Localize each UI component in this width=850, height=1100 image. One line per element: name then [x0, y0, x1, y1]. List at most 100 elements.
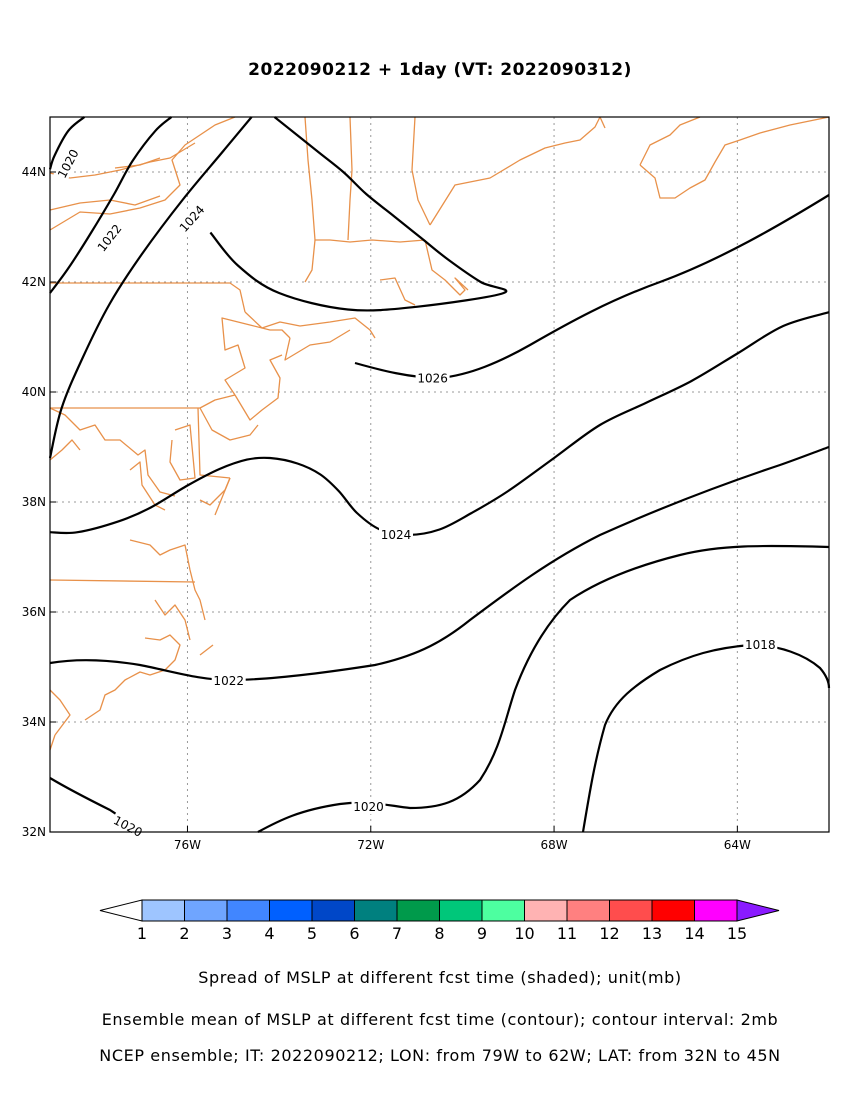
colorbar-label: 14 [684, 924, 704, 943]
contour-label-bg [53, 145, 83, 183]
coastline-segment [234, 354, 283, 421]
contour-1026-east [354, 194, 830, 380]
contour-label-group: 1022 [211, 672, 246, 688]
coastline-segment [304, 116, 426, 243]
colorbar-swatch [651, 899, 695, 922]
colorbar-under-triangle [99, 899, 143, 922]
coastline-segment [379, 277, 416, 306]
coastline-segment [50, 394, 236, 409]
colorbar-swatch [141, 899, 185, 922]
colorbar-label: 8 [434, 924, 444, 943]
contour-1022 [49, 116, 173, 294]
coastlines [49, 116, 830, 751]
coastline-segment [424, 239, 469, 296]
coastline-segment [49, 407, 176, 497]
colorbar-swatch [396, 899, 440, 922]
contour-label-bg [92, 219, 126, 256]
colorbar-swatch [566, 899, 610, 922]
contour-label-group: 1020 [109, 811, 147, 841]
colorbar-label: 13 [642, 924, 662, 943]
contour-label-1022: 1022 [213, 674, 244, 688]
colorbar-label: 11 [557, 924, 577, 943]
coastline-segment [114, 157, 161, 169]
colorbar-label: 12 [599, 924, 619, 943]
coastline-segment [49, 734, 56, 751]
coastline-segment [129, 461, 166, 511]
coastline-segment [129, 539, 206, 621]
contour-label-1018: 1018 [745, 638, 776, 652]
coastline-segment [199, 407, 259, 441]
colorbar-swatch [354, 899, 398, 922]
contour-label-bg [415, 370, 450, 386]
contour-label-bg [379, 527, 413, 542]
coastline-segment [199, 477, 231, 506]
contour-label-group: 1022 [92, 219, 126, 256]
colorbar-over-triangle [736, 899, 780, 922]
contour-label-group: 1020 [351, 799, 386, 815]
colorbar-label: 5 [307, 924, 317, 943]
colorbar-label: 3 [222, 924, 232, 943]
colorbar-swatch [311, 899, 355, 922]
colorbar-label: 9 [477, 924, 487, 943]
coastline-segment [599, 116, 606, 129]
lat-tick-label: 40N [22, 385, 46, 399]
coastline-segment [411, 116, 431, 226]
contour-1024 [49, 311, 830, 537]
coastline-segment [221, 317, 291, 396]
caption-contour: Ensemble mean of MSLP at different fcst … [101, 1010, 779, 1029]
coastline-segment [49, 439, 81, 461]
colorbar-label: 1 [137, 924, 147, 943]
gridlines [50, 117, 829, 832]
coastline-segment [347, 116, 353, 241]
coastline-segment [429, 116, 601, 226]
contour-label-1024: 1024 [381, 528, 412, 542]
coastline-segment [639, 116, 701, 166]
coastline-segment [84, 669, 166, 721]
contour-1020-mid [257, 544, 830, 833]
lon-tick-label: 68W [540, 838, 567, 852]
contour-1018 [581, 643, 831, 833]
coastline-segment [49, 689, 71, 736]
colorbar-swatch [481, 899, 525, 922]
colorbar-label: 2 [179, 924, 189, 943]
colorbar-swatch [226, 899, 270, 922]
colorbar-label: 7 [392, 924, 402, 943]
contour-1022-south [49, 445, 830, 682]
coastline-segment [49, 579, 196, 583]
coastline-segment [49, 142, 196, 179]
coastline-segment [284, 329, 351, 361]
colorbar-swatch [269, 899, 313, 922]
colorbar-label: 15 [727, 924, 747, 943]
coastline-segment [639, 116, 830, 199]
colorbar: 1 2 3 4 5 6 7 8 9 10 11 12 13 14 15 [99, 899, 780, 943]
contour-label-group: 1024 [174, 200, 209, 237]
colorbar-swatch [184, 899, 228, 922]
lon-tick-label: 72W [357, 838, 384, 852]
contour-label-1020: 1020 [111, 813, 145, 840]
contour-label-bg [109, 811, 147, 841]
colorbar-label: 6 [349, 924, 359, 943]
coastline-segment [244, 311, 376, 339]
colorbar-swatch [439, 899, 483, 922]
coastline-segment [144, 634, 181, 671]
lat-tick-label: 38N [22, 495, 46, 509]
coastline-segment [304, 239, 316, 283]
contour-label-bg [174, 200, 209, 237]
contour-label-1020: 1020 [353, 800, 384, 814]
colorbar-label: 4 [264, 924, 274, 943]
mslp-contours [48, 116, 831, 833]
lat-tick-label: 34N [22, 715, 46, 729]
lat-tick-label: 32N [22, 825, 46, 839]
lat-tick-label: 36N [22, 605, 46, 619]
lon-tick-label: 76W [174, 838, 201, 852]
contour-1020 [48, 116, 86, 170]
lat-tick-label: 44N [22, 165, 46, 179]
contour-1024 [48, 116, 253, 459]
lon-tick-label: 64W [724, 838, 751, 852]
plot-frame [49, 116, 830, 833]
contour-label-group: 1026 [415, 370, 450, 386]
coastline-segment [197, 407, 231, 479]
colorbar-swatch [524, 899, 568, 922]
coastline-segment [49, 116, 236, 231]
